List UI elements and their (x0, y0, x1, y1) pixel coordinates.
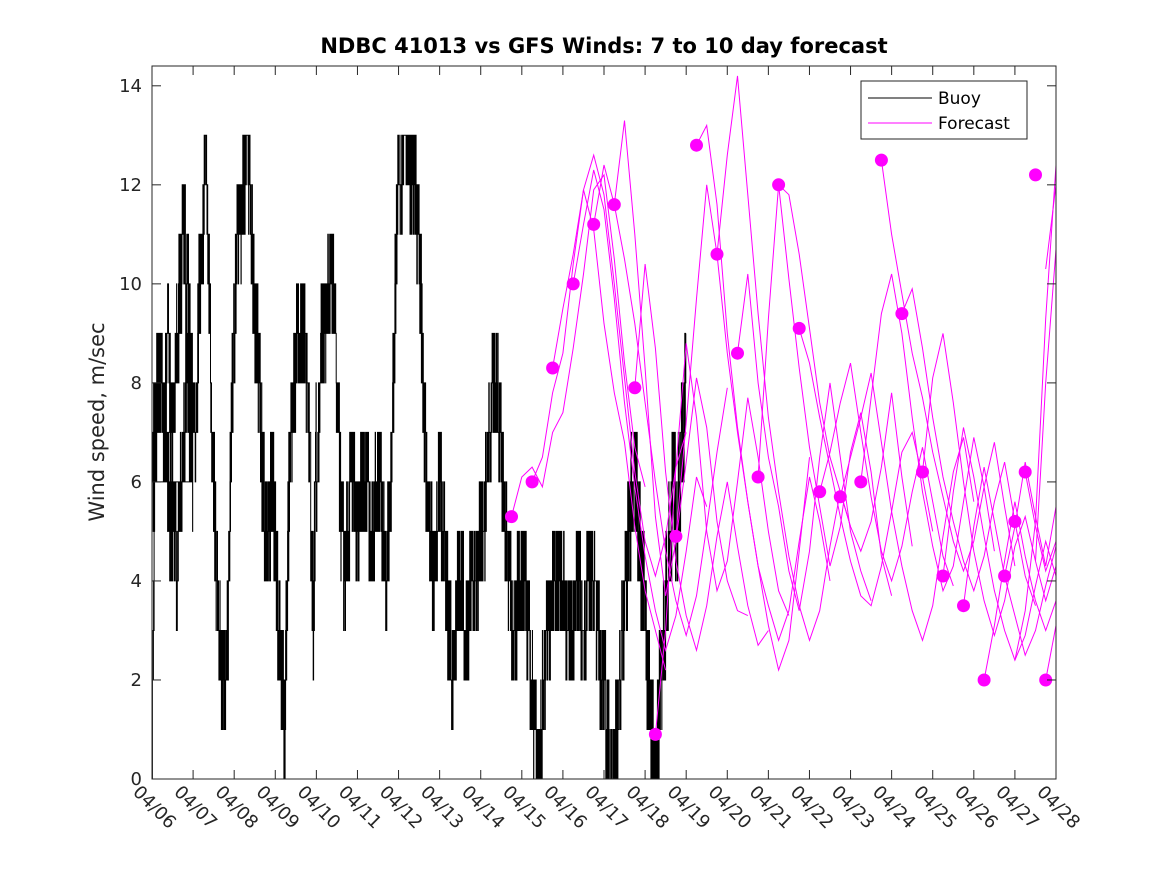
forecast-run-line-21 (922, 333, 1057, 638)
y-tick-label: 8 (131, 373, 142, 394)
forecast-marker-21 (916, 465, 929, 479)
y-tick-label: 4 (131, 571, 142, 592)
forecast-run-line-30 (1045, 184, 1057, 270)
forecast-run-line-29 (1035, 249, 1057, 562)
forecast-run-line-26 (1024, 471, 1057, 573)
forecast-marker-26 (1018, 465, 1032, 479)
forecast-marker-13 (751, 470, 765, 484)
forecast-run-line-8 (654, 343, 790, 735)
forecast-run-line-1 (511, 173, 646, 517)
data-layer (151, 75, 1057, 780)
forecast-marker-6 (607, 198, 621, 212)
legend-box (860, 80, 1028, 140)
forecast-marker-2 (525, 475, 539, 489)
forecast-marker-24 (977, 673, 991, 687)
legend: Buoy Forecast (860, 80, 1028, 140)
y-tick-label: 14 (119, 76, 142, 97)
forecast-run-line-23 (963, 467, 1057, 657)
forecast-marker-1 (505, 510, 518, 524)
y-tick-label: 10 (119, 274, 142, 295)
forecast-marker-23 (957, 599, 970, 613)
forecast-run-line-4 (572, 169, 708, 653)
forecast-marker-5 (587, 217, 601, 231)
forecast-marker-12 (731, 346, 744, 360)
forecast-run-line-6 (613, 120, 749, 617)
forecast-run-line-28 (1014, 164, 1057, 661)
chart-title: NDBC 41013 vs GFS Winds: 7 to 10 day for… (320, 34, 887, 58)
forecast-marker-4 (566, 277, 580, 291)
forecast-run-line-15 (798, 328, 934, 607)
forecast-run-line-14 (778, 184, 913, 553)
forecast-marker-8 (648, 727, 662, 741)
forecast-marker-22 (936, 569, 950, 583)
forecast-run-line-27 (1045, 625, 1057, 681)
forecast-run-line-5 (593, 164, 728, 638)
forecast-marker-14 (772, 178, 786, 192)
forecast-run-line-10 (696, 123, 831, 643)
forecast-run-line-22 (942, 427, 1057, 662)
forecast-marker-16 (813, 485, 827, 499)
forecast-marker-15 (792, 321, 806, 335)
y-tick-label: 0 (131, 769, 142, 790)
forecast-marker-25 (998, 569, 1012, 583)
forecast-run-line-2 (531, 189, 667, 671)
forecast-marker-10 (690, 138, 703, 152)
forecast-run-line-19 (880, 160, 1016, 573)
forecast-marker-20 (895, 307, 909, 321)
forecast-marker-7 (628, 381, 642, 395)
forecast-marker-29 (1029, 168, 1042, 182)
forecast-run-line-17 (839, 372, 975, 643)
forecast-run-line-13 (757, 184, 893, 596)
forecast-run-line-24 (983, 501, 1057, 681)
forecast-marker-27 (1039, 673, 1053, 687)
y-tick-label: 2 (131, 670, 142, 691)
forecast-run-line-18 (860, 273, 995, 593)
y-axis-label: Wind speed, m/sec (85, 322, 109, 521)
forecast-run-line-7 (634, 264, 769, 653)
legend-forecast-label: Forecast (938, 114, 1010, 134)
forecast-marker-19 (874, 153, 888, 167)
forecast-marker-3 (546, 361, 560, 375)
forecast-marker-18 (854, 475, 868, 489)
y-tick-label: 12 (119, 175, 142, 196)
forecast-marker-28 (1008, 515, 1022, 528)
legend-buoy-label: Buoy (938, 89, 981, 109)
forecast-marker-11 (710, 247, 724, 261)
forecast-marker-17 (833, 490, 847, 504)
forecast-run-line-25 (1004, 462, 1057, 577)
y-tick-label: 6 (131, 472, 142, 493)
forecast-run-line-16 (819, 362, 954, 587)
buoy-series-line (151, 134, 687, 780)
forecast-marker-9 (669, 529, 683, 543)
